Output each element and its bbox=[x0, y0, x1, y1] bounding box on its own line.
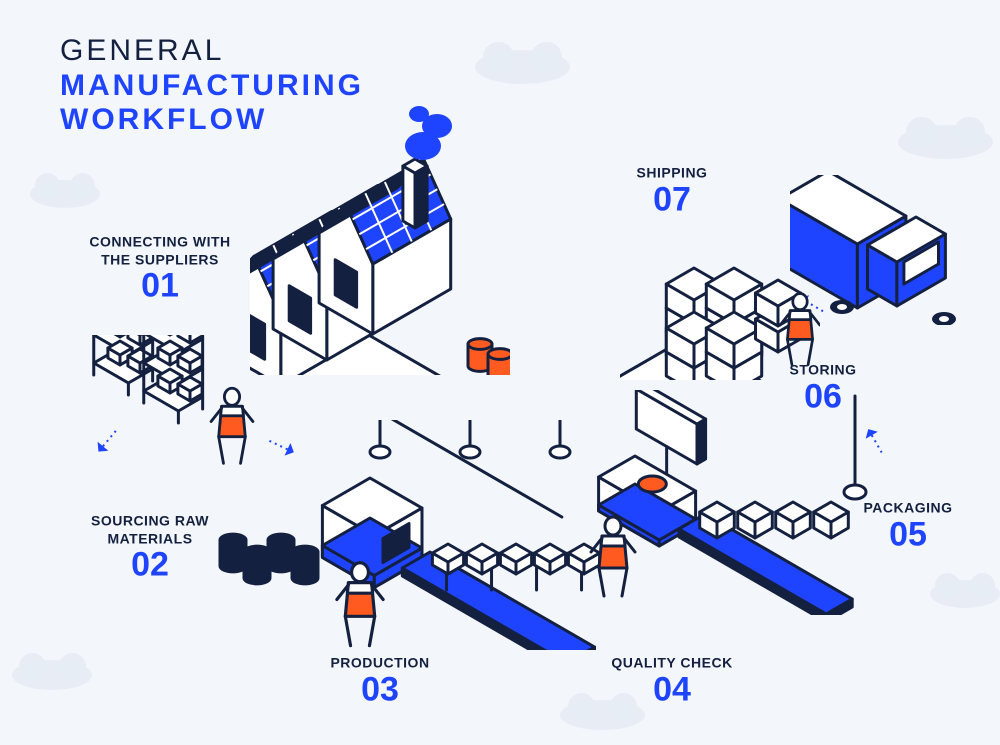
step-number: 02 bbox=[91, 548, 209, 582]
step-01: CONNECTING WITH THE SUPPLIERS01 bbox=[89, 234, 230, 303]
title-line: GENERAL bbox=[60, 34, 364, 69]
illustration-factory bbox=[250, 105, 510, 375]
title-line: MANUFACTURING bbox=[60, 69, 364, 104]
step-number: 03 bbox=[330, 672, 429, 706]
step-label: SHIPPING bbox=[637, 164, 708, 182]
cloud-decoration bbox=[59, 653, 86, 680]
step-label: CONNECTING WITH THE SUPPLIERS bbox=[89, 234, 230, 269]
cloud-decoration bbox=[19, 653, 46, 680]
step-number: 07 bbox=[637, 182, 708, 216]
step-label: QUALITY CHECK bbox=[611, 654, 732, 672]
cloud-decoration bbox=[483, 42, 514, 73]
step-02: SOURCING RAW MATERIALS02 bbox=[91, 513, 209, 582]
step-07: SHIPPING07 bbox=[637, 164, 708, 216]
cloud-decoration bbox=[568, 693, 595, 720]
cloud-decoration bbox=[906, 117, 937, 148]
cloud-decoration bbox=[954, 117, 985, 148]
illustration-truck bbox=[790, 175, 980, 325]
step-number: 04 bbox=[611, 672, 732, 706]
illustration-qc bbox=[565, 390, 885, 615]
step-number: 01 bbox=[89, 269, 230, 303]
illustration-shelves bbox=[90, 335, 270, 485]
step-03: PRODUCTION03 bbox=[330, 654, 429, 706]
step-label: SOURCING RAW MATERIALS bbox=[91, 513, 209, 548]
step-label: PRODUCTION bbox=[330, 654, 429, 672]
cloud-decoration bbox=[531, 42, 562, 73]
infographic-stage: GENERALMANUFACTURINGWORKFLOWCONNECTING W… bbox=[0, 0, 1000, 745]
step-04: QUALITY CHECK04 bbox=[611, 654, 732, 706]
